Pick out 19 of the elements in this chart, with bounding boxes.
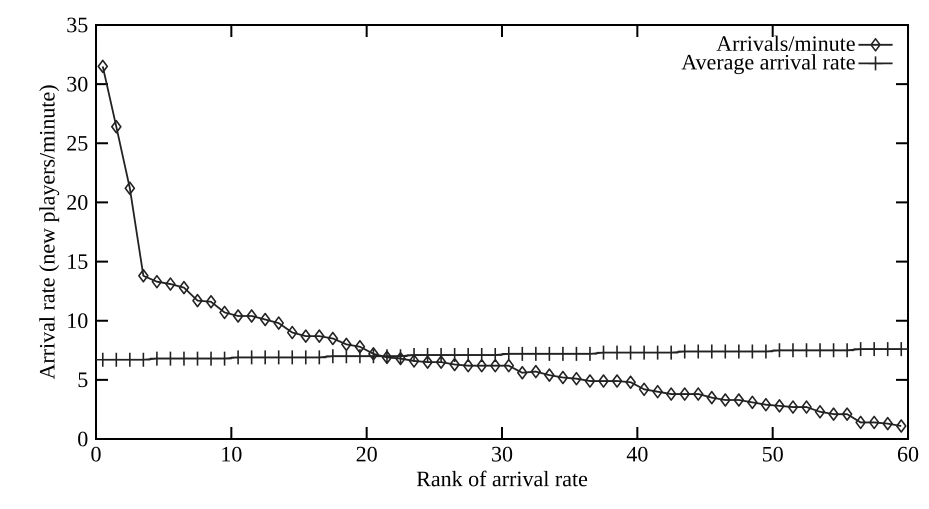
y-tick-label: 0 xyxy=(78,432,88,446)
x-tick-label: 10 xyxy=(222,446,242,462)
y-tick-label: 20 xyxy=(67,195,88,210)
x-axis-title: Rank of arrival rate xyxy=(416,470,588,486)
x-tick-label: 20 xyxy=(356,446,377,462)
x-tick-label: 0 xyxy=(91,446,101,462)
y-tick-label: 15 xyxy=(68,254,88,269)
y-tick-label: 5 xyxy=(78,372,88,388)
y-tick-label: 35 xyxy=(67,18,88,32)
x-tick-label: 40 xyxy=(626,446,648,462)
legend-label: Arrivals/minute xyxy=(716,36,855,52)
y-tick-label: 30 xyxy=(67,76,88,92)
x-tick-label: 30 xyxy=(492,446,512,462)
x-tick-label: 60 xyxy=(898,446,918,462)
y-tick-label: 25 xyxy=(67,136,88,151)
y-axis-title: Arrival rate (new players/minute) xyxy=(39,85,60,380)
legend-label: Average arrival rate xyxy=(682,54,855,74)
x-tick-label: 50 xyxy=(762,446,783,462)
y-tick-label: 10 xyxy=(68,313,88,328)
